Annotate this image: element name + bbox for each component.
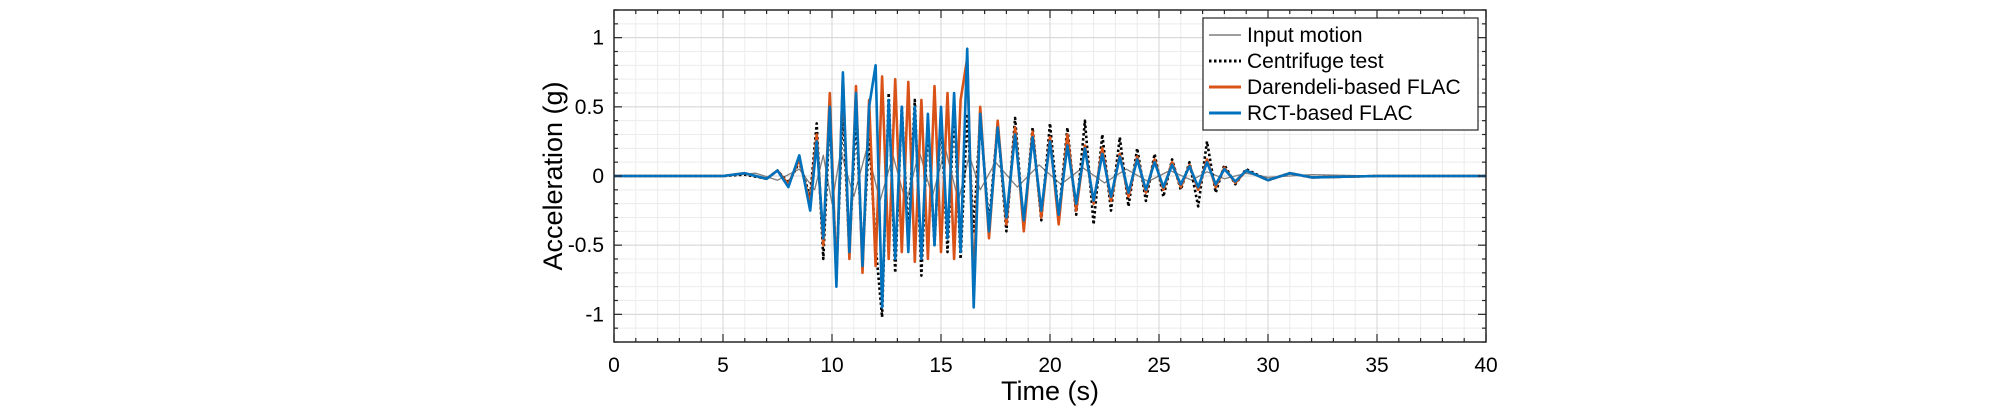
x-tick-label: 40 (1474, 354, 1497, 377)
x-tick-label: 10 (820, 354, 843, 377)
x-tick-label: 20 (1038, 354, 1061, 377)
legend-entry-label: Input motion (1247, 24, 1363, 47)
y-axis-label: Acceleration (g) (538, 81, 568, 270)
x-tick-label: 30 (1256, 354, 1279, 377)
y-tick-label: -1 (585, 303, 604, 326)
legend: Input motion Centrifuge test Darendeli-bas… (1202, 17, 1479, 131)
legend-entry-label: Darendeli-based FLAC (1247, 76, 1461, 99)
legend-entry-label: Centrifuge test (1247, 50, 1384, 73)
x-tick-label: 5 (717, 354, 729, 377)
tick-labels: 0 5 10 15 20 25 30 35 40 -1 -0.5 0 0.5 1 (568, 27, 1498, 377)
legend-entry-label: RCT-based FLAC (1247, 102, 1413, 125)
x-tick-label: 25 (1147, 354, 1170, 377)
x-tick-label: 35 (1365, 354, 1388, 377)
x-axis-label: Time (s) (1001, 376, 1099, 406)
y-tick-label: -0.5 (568, 234, 604, 257)
x-tick-label: 0 (608, 354, 620, 377)
x-tick-label: 15 (929, 354, 952, 377)
y-tick-label: 1 (592, 27, 604, 50)
y-tick-label: 0 (592, 165, 604, 188)
series-line-rct-based-flac (614, 47, 1486, 309)
axis-ticks (613, 9, 1487, 343)
series-layer (614, 47, 1486, 319)
legend-box (1202, 17, 1479, 131)
y-tick-label: 0.5 (575, 96, 604, 119)
